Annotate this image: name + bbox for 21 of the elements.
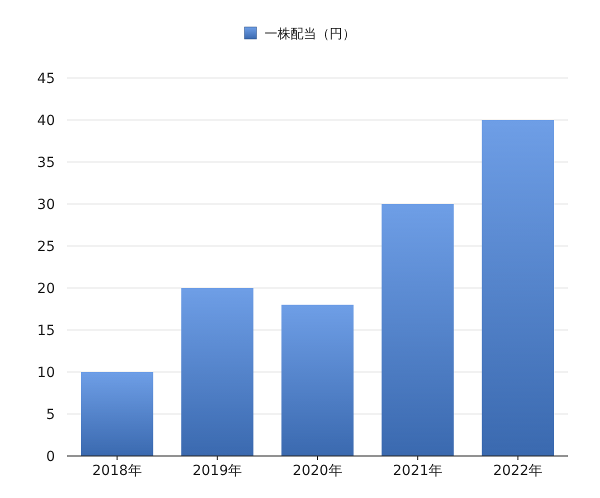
bar (382, 204, 454, 456)
y-tick-label: 0 (46, 449, 55, 465)
y-tick-label: 5 (46, 407, 55, 423)
y-tick-label: 10 (37, 365, 55, 381)
y-tick-label: 35 (37, 155, 55, 171)
x-tick-label: 2020年 (292, 463, 342, 479)
legend-label: 一株配当（円） (264, 27, 356, 42)
y-tick-label: 30 (37, 197, 55, 213)
y-tick-label: 15 (37, 323, 55, 339)
x-tick-label: 2019年 (192, 463, 242, 479)
x-tick-label: 2022年 (493, 463, 543, 479)
bar (281, 304, 354, 456)
y-tick-label: 45 (37, 71, 55, 87)
y-tick-label: 25 (37, 239, 55, 255)
x-tick-label: 2018年 (92, 463, 142, 479)
bar (482, 120, 554, 456)
y-tick-label: 40 (37, 113, 55, 129)
bar (81, 372, 154, 456)
y-tick-label: 20 (37, 281, 55, 297)
bar (181, 288, 254, 456)
x-tick-label: 2021年 (392, 463, 443, 479)
